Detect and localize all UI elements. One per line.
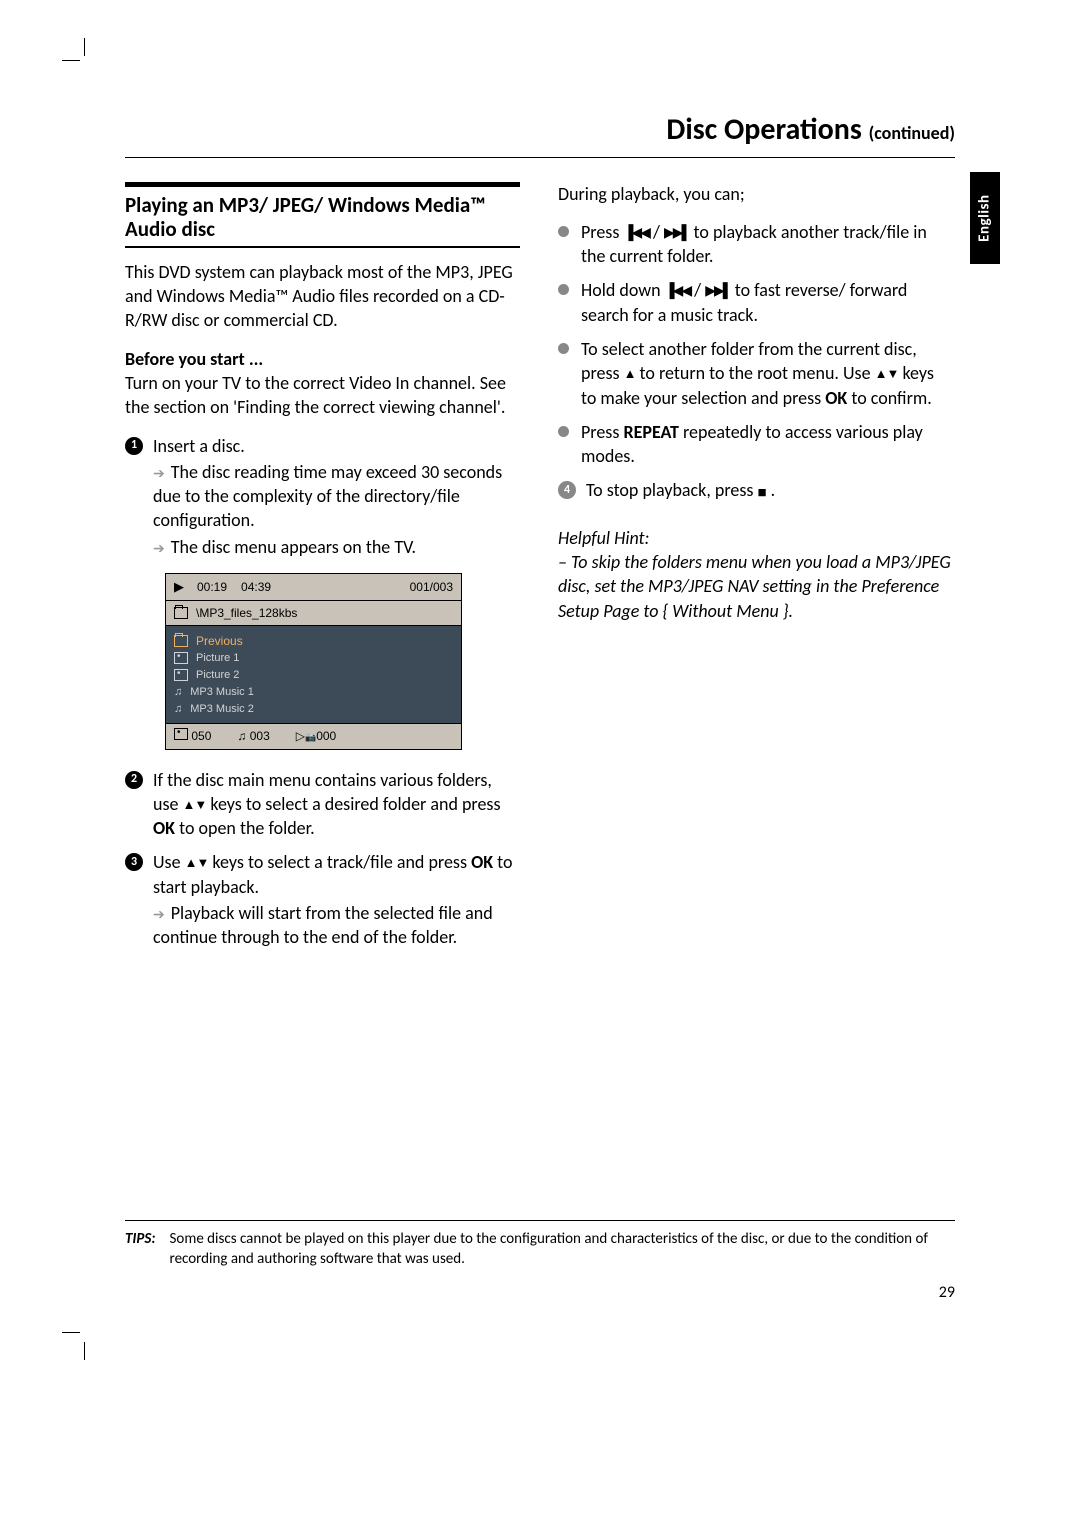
time-elapsed: 00:19	[197, 579, 227, 595]
bullet-icon	[558, 426, 569, 437]
bullet-2: Hold down ▐◀◀ / ▶▶▌ to fast reverse/ for…	[558, 278, 953, 327]
before-text: Turn on your TV to the correct Video In …	[125, 372, 506, 418]
bullet-2-text: Hold down ▐◀◀ / ▶▶▌ to fast reverse/ for…	[581, 278, 953, 327]
disc-menu-item: Picture 2	[174, 667, 453, 684]
step-2-text: If the disc main menu contains various f…	[153, 768, 520, 841]
step-4-text: To stop playback, press ■ .	[586, 478, 953, 503]
disc-menu-item: ♫ MP3 Music 2	[174, 701, 453, 718]
disc-menu-body: Previous Picture 1 Picture 2 ♫ MP3 Music…	[166, 626, 461, 724]
bullet-4: Press REPEAT repeatedly to access variou…	[558, 420, 953, 469]
step-3-result: Playback will start from the selected fi…	[153, 901, 520, 950]
disc-menu-path-row: \MP3_files_128kbs	[166, 601, 461, 626]
footer-count-a: 050	[174, 728, 211, 744]
picture-icon	[174, 669, 188, 681]
crop-mark	[62, 38, 102, 78]
bullet-icon	[558, 284, 569, 295]
up-down-icon: ▲▼	[875, 366, 899, 381]
item-label: Picture 2	[196, 668, 239, 683]
time-total: 04:39	[241, 579, 271, 595]
step-1-result-b: The disc menu appears on the TV.	[153, 535, 520, 559]
next-track-icon: ▶▶▌	[705, 282, 730, 298]
disc-menu-item: Picture 1	[174, 650, 453, 667]
folder-icon	[174, 607, 188, 619]
tips-label: TIPS:	[125, 1229, 156, 1270]
bullet-1: Press ▐◀◀ / ▶▶▌ to playback another trac…	[558, 220, 953, 269]
bullet-icon	[558, 226, 569, 237]
play-icon: ▶	[174, 578, 183, 596]
disc-menu-prev: Previous	[174, 632, 453, 650]
step-number: 3	[125, 853, 143, 871]
prev-track-icon: ▐◀◀	[623, 224, 648, 240]
before-label: Before you start ...	[125, 348, 263, 370]
header-subtitle: (continued)	[869, 122, 955, 144]
disc-menu-figure: ▶ 00:19 04:39 001/003 \MP3_files_128kbs …	[165, 573, 462, 749]
footer-count-b: ♫ 003	[237, 728, 269, 744]
bullet-1-text: Press ▐◀◀ / ▶▶▌ to playback another trac…	[581, 220, 953, 269]
track-counter: 001/003	[410, 579, 453, 595]
up-down-icon: ▲▼	[183, 797, 207, 812]
up-down-icon: ▲▼	[185, 855, 209, 870]
step-4: 4 To stop playback, press ■ .	[558, 478, 953, 503]
prev-track-icon: ▐◀◀	[665, 282, 690, 298]
right-column: During playback, you can; Press ▐◀◀ / ▶▶…	[558, 182, 953, 952]
bullet-3: To select another folder from the curren…	[558, 337, 953, 410]
page-header: Disc Operations (continued)	[125, 110, 955, 158]
disc-menu-item: ♫ MP3 Music 1	[174, 684, 453, 701]
footer-count-c: ▷📷000	[296, 728, 336, 744]
tips-footer: TIPS: Some discs cannot be played on thi…	[125, 1220, 955, 1270]
step-number: 2	[125, 771, 143, 789]
step-1-result-a: The disc reading time may exceed 30 seco…	[153, 460, 520, 533]
helpful-hint: Helpful Hint: – To skip the folders menu…	[558, 526, 953, 623]
step-number: 1	[125, 437, 143, 455]
language-label: English	[975, 194, 995, 241]
music-icon: ♫	[174, 702, 182, 717]
item-label: Picture 1	[196, 651, 239, 666]
step-number: 4	[558, 481, 576, 499]
picture-icon	[174, 728, 188, 740]
folder-icon	[174, 635, 188, 647]
disc-menu-header: ▶ 00:19 04:39 001/003	[166, 574, 461, 601]
bullet-4-text: Press REPEAT repeatedly to access variou…	[581, 420, 953, 469]
step-3: 3 Use ▲▼ keys to select a track/file and…	[125, 850, 520, 899]
bullet-3-text: To select another folder from the curren…	[581, 337, 953, 410]
left-column: Playing an MP3/ JPEG/ Windows Media™ Aud…	[125, 182, 520, 952]
bullet-icon	[558, 343, 569, 354]
before-block: Before you start ... Turn on your TV to …	[125, 347, 520, 420]
intro-text: This DVD system can playback most of the…	[125, 260, 520, 333]
disc-menu-footer: 050 ♫ 003 ▷📷000	[166, 723, 461, 748]
item-label: MP3 Music 1	[190, 685, 254, 700]
step-3-text: Use ▲▼ keys to select a track/file and p…	[153, 850, 520, 899]
section-title: Playing an MP3/ JPEG/ Windows Media™ Aud…	[125, 182, 520, 248]
crop-mark	[62, 1320, 102, 1360]
header-title: Disc Operations	[666, 111, 861, 148]
step-1-text: Insert a disc.	[153, 434, 520, 458]
page-content: Disc Operations (continued) English Play…	[125, 110, 955, 952]
picture-icon	[174, 652, 188, 664]
step-2: 2 If the disc main menu contains various…	[125, 768, 520, 841]
stop-icon: ■	[758, 484, 767, 501]
hint-text: – To skip the folders menu when you load…	[558, 551, 951, 622]
music-icon: ♫	[174, 685, 182, 700]
language-tab: English	[970, 172, 1000, 264]
disc-menu-path: \MP3_files_128kbs	[196, 605, 297, 621]
page-number: 29	[939, 1282, 955, 1304]
next-track-icon: ▶▶▌	[664, 224, 689, 240]
step-1: 1 Insert a disc.	[125, 434, 520, 458]
hint-label: Helpful Hint:	[558, 527, 649, 549]
right-intro: During playback, you can;	[558, 182, 953, 206]
item-label: MP3 Music 2	[190, 702, 254, 717]
prev-label: Previous	[196, 633, 243, 649]
tips-body: Some discs cannot be played on this play…	[170, 1229, 955, 1270]
up-icon: ▲	[624, 366, 636, 381]
